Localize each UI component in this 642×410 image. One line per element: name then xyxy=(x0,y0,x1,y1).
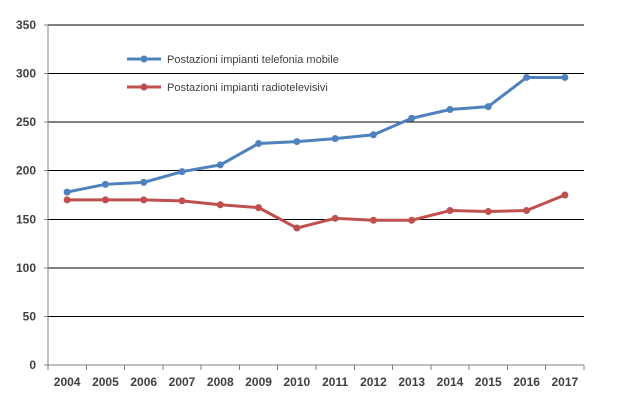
data-point xyxy=(523,207,531,215)
data-point xyxy=(216,161,224,169)
data-point xyxy=(484,103,492,111)
x-tick-label: 2009 xyxy=(245,375,272,389)
data-point xyxy=(408,114,416,122)
data-point xyxy=(63,188,71,196)
legend-marker-mobile xyxy=(140,55,148,63)
x-tick-label: 2016 xyxy=(513,375,540,389)
data-point xyxy=(140,196,148,204)
series-line-1 xyxy=(67,193,566,230)
x-tick-label: 2004 xyxy=(54,375,81,389)
legend-item-radiotv: Postazioni impianti radiotelevisivi xyxy=(127,82,328,94)
x-tick-label: 2007 xyxy=(169,375,196,389)
data-point xyxy=(331,135,339,143)
data-point xyxy=(178,168,186,176)
x-tick-label: 2006 xyxy=(130,375,157,389)
legend-label-radiotv: Postazioni impianti radiotelevisivi xyxy=(167,82,328,94)
x-tick-label: 2005 xyxy=(92,375,119,389)
data-point xyxy=(369,131,377,139)
x-tick-label: 2011 xyxy=(322,375,348,389)
y-tick-label: 50 xyxy=(23,309,37,323)
data-point xyxy=(293,224,301,232)
legend-label-mobile: Postazioni impianti telefonia mobile xyxy=(167,54,339,66)
gridlines xyxy=(44,24,585,370)
data-point xyxy=(293,138,301,146)
y-tick-label: 200 xyxy=(16,164,36,178)
data-point xyxy=(216,201,224,209)
legend-item-mobile: Postazioni impianti telefonia mobile xyxy=(127,54,339,66)
data-point xyxy=(101,180,109,188)
data-point xyxy=(408,216,416,224)
data-point xyxy=(369,216,377,224)
legend: Postazioni impianti telefonia mobile Pos… xyxy=(127,54,339,94)
x-tick-label: 2017 xyxy=(552,375,579,389)
data-point xyxy=(178,197,186,205)
data-point xyxy=(140,178,148,186)
x-tick-label: 2013 xyxy=(398,375,425,389)
data-point xyxy=(446,106,454,114)
y-tick-label: 250 xyxy=(16,115,36,129)
x-tick-label: 2012 xyxy=(360,375,387,389)
x-tick-label: 2014 xyxy=(437,375,464,389)
data-point xyxy=(101,196,109,204)
data-point xyxy=(255,204,263,212)
y-tick-label: 100 xyxy=(16,261,36,275)
y-tick-label: 350 xyxy=(16,18,36,32)
series-line-0 xyxy=(66,75,565,194)
data-point xyxy=(331,214,339,222)
y-axis-ticks: 0 50 100 150 200 250 300 350 xyxy=(16,18,36,372)
series-layer xyxy=(63,73,569,232)
data-point xyxy=(561,191,569,199)
x-tick-label: 2015 xyxy=(475,375,502,389)
x-tick-label: 2008 xyxy=(207,375,234,389)
y-tick-label: 300 xyxy=(16,67,36,81)
legend-marker-radiotv xyxy=(140,83,148,91)
data-point xyxy=(63,196,71,204)
data-point xyxy=(446,207,454,215)
data-point xyxy=(484,208,492,216)
data-point xyxy=(255,140,263,148)
y-tick-label: 0 xyxy=(29,358,36,372)
data-point xyxy=(523,73,531,81)
x-axis-ticks: 2004 2005 2006 2007 2008 2009 2010 2011 2012 2013… xyxy=(54,375,579,389)
x-tick-label: 2010 xyxy=(284,375,311,389)
y-tick-label: 150 xyxy=(16,212,36,226)
data-point xyxy=(561,73,569,81)
